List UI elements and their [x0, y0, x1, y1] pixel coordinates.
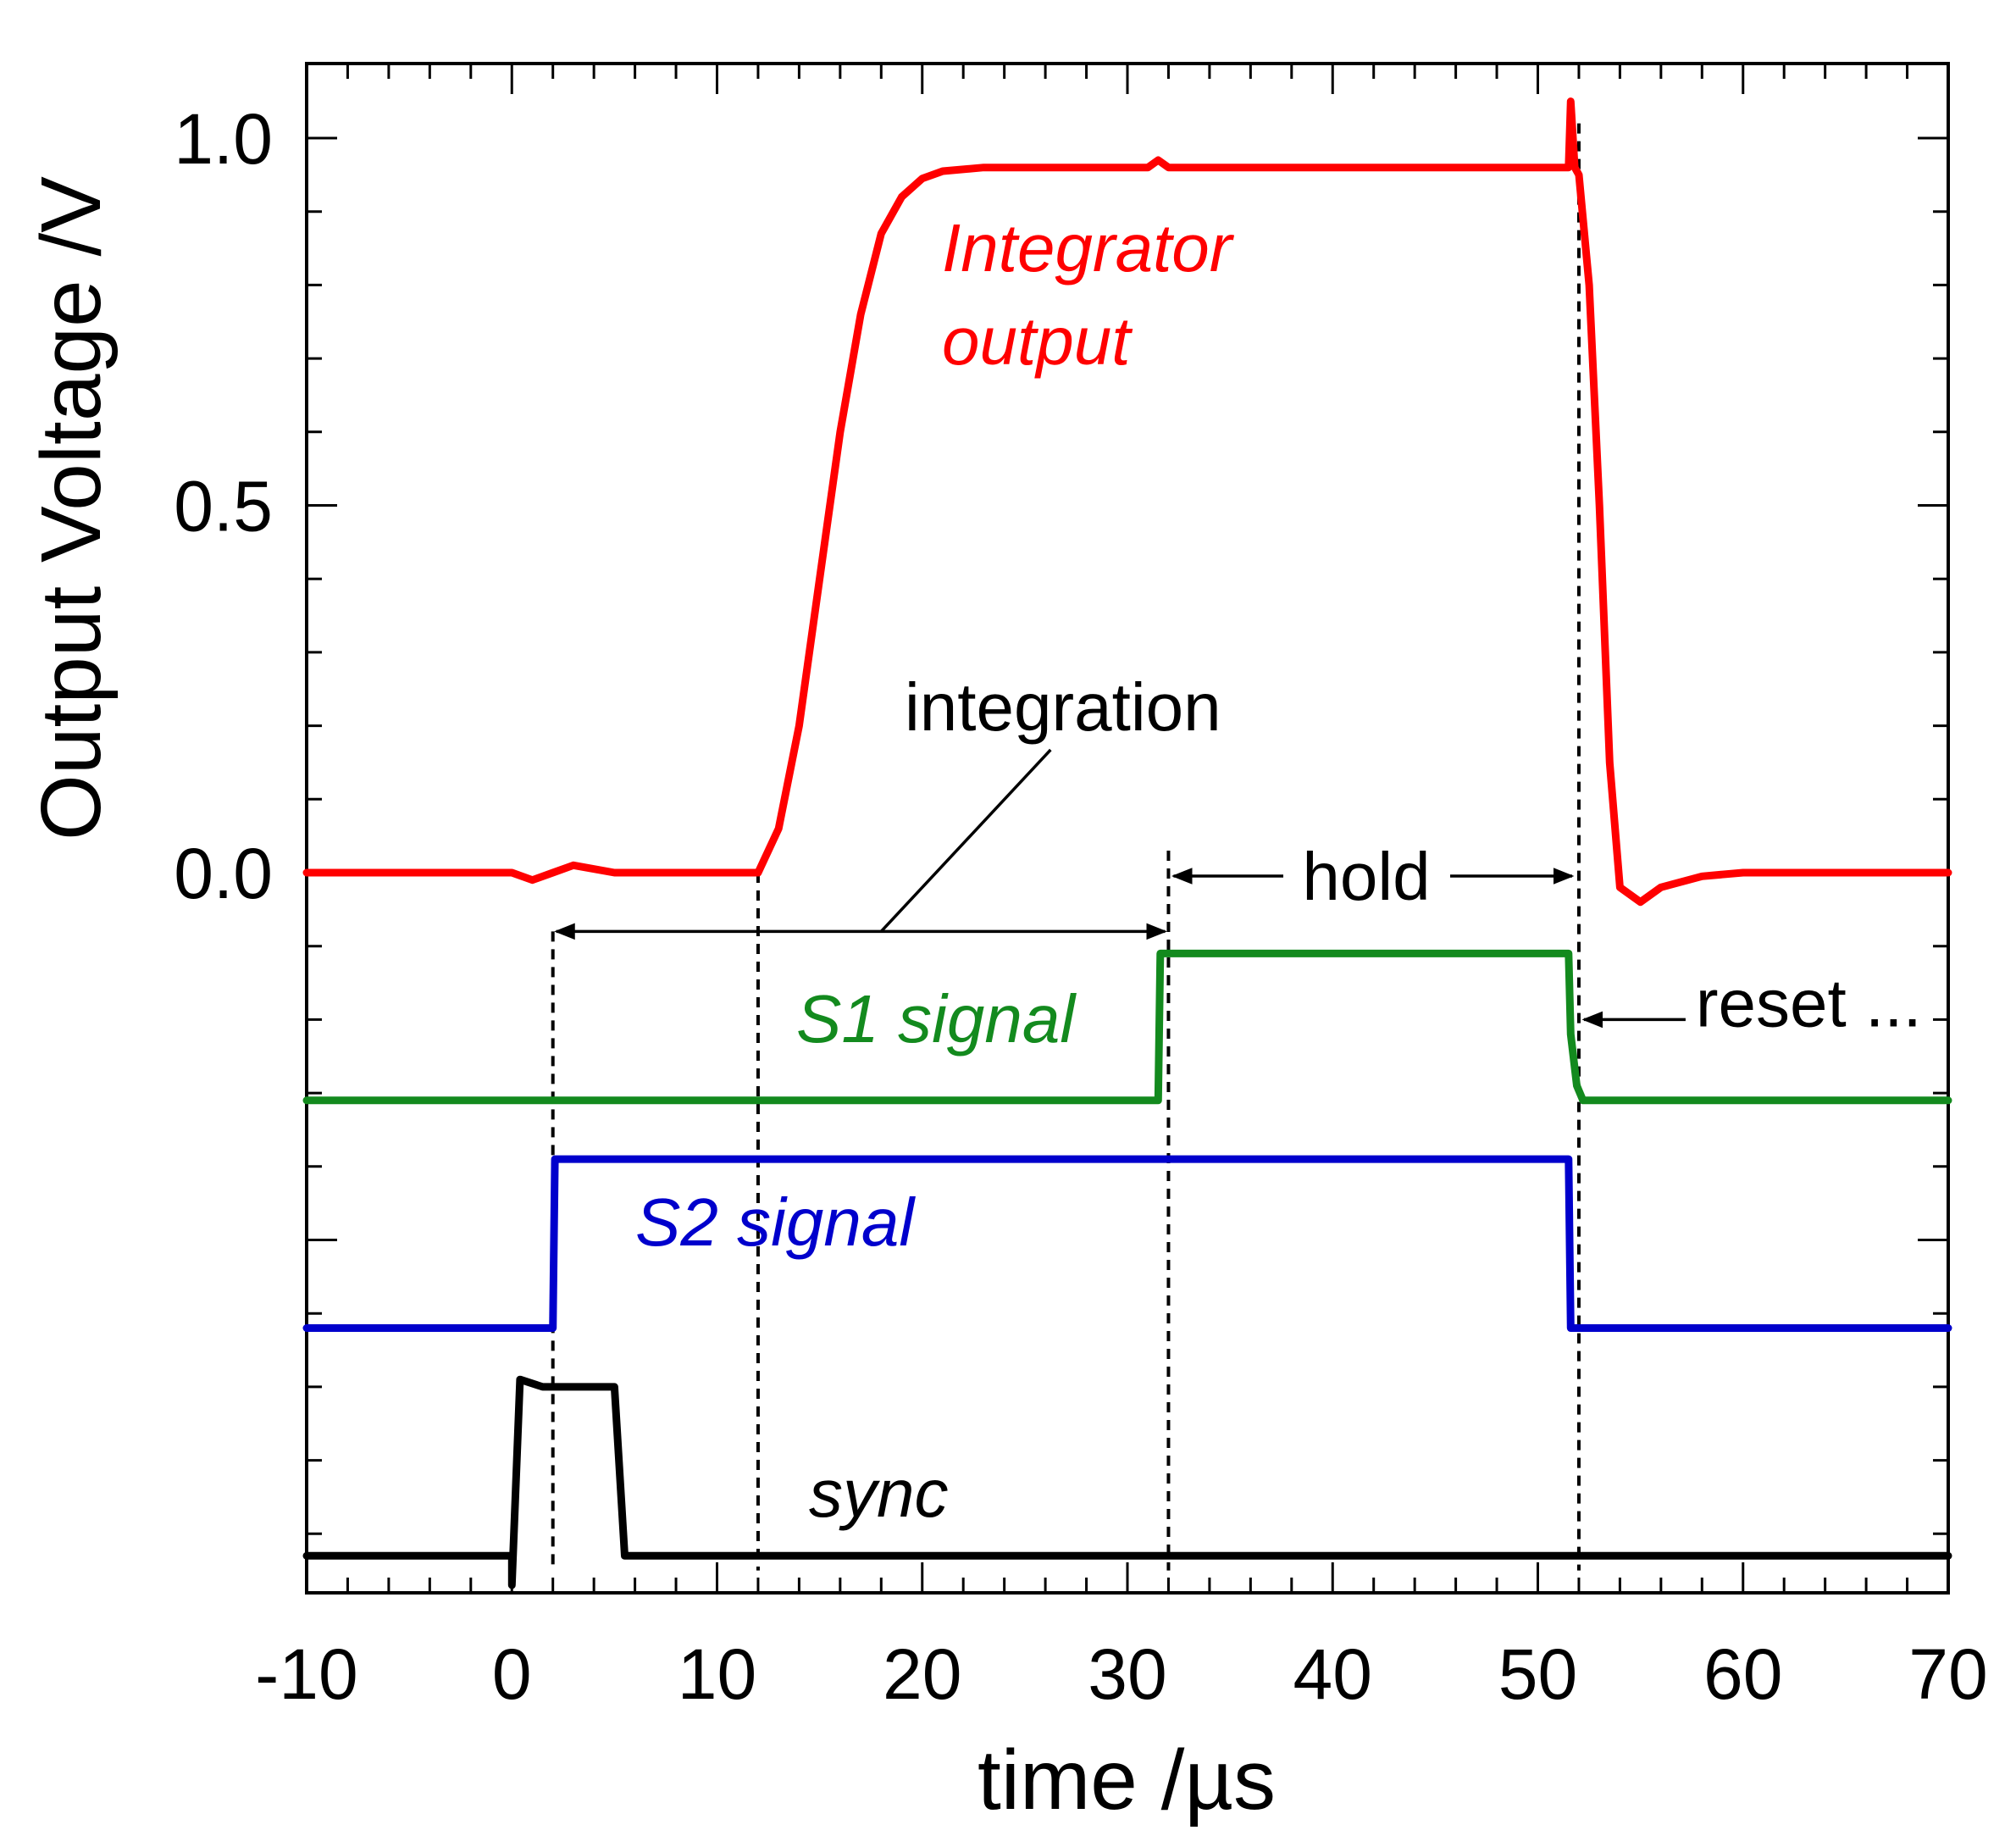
x-axis-title: time /µs: [978, 1733, 1276, 1828]
series-lines: [302, 97, 1952, 1589]
label-integrator-line1: Integrator: [942, 210, 1235, 286]
integration-leader-line: [880, 748, 1052, 933]
annotations: Integrator output S1 signal S2 signal sync in…: [554, 210, 1922, 1531]
label-s1-signal: S1 signal: [796, 981, 1077, 1057]
series-line-sync: [302, 1375, 1952, 1589]
marker-lines: [551, 123, 1581, 1571]
x-tick-labels: -10 0 10 20 30 40 50 60 70: [255, 1634, 1987, 1714]
label-sync: sync: [809, 1456, 949, 1531]
x-tick-label: 70: [1908, 1634, 1987, 1714]
x-tick-label: 10: [678, 1634, 756, 1714]
reset-label: reset ...: [1696, 965, 1922, 1040]
series-line-s1: [302, 949, 1952, 1105]
y-tick-label: 0.5: [174, 467, 273, 546]
series-line-integrator: [302, 97, 1952, 907]
y-tick-label: 0.0: [174, 834, 273, 913]
y-tick-label: 1.0: [174, 99, 273, 179]
x-tick-label: -10: [255, 1634, 357, 1714]
x-tick-label: 30: [1088, 1634, 1166, 1714]
x-tick-label: 40: [1293, 1634, 1372, 1714]
series-line-s2: [302, 1155, 1952, 1332]
y-axis-title: Output Voltage /V: [24, 176, 119, 840]
x-tick-label: 50: [1498, 1634, 1577, 1714]
label-integrator-line2: output: [942, 303, 1133, 379]
integration-label: integration: [905, 669, 1221, 745]
x-tick-label: 60: [1703, 1634, 1782, 1714]
x-tick-label: 20: [883, 1634, 961, 1714]
y-tick-labels: 0.0 0.5 1.0: [174, 99, 273, 913]
hold-label: hold: [1302, 839, 1430, 914]
x-tick-label: 0: [492, 1634, 532, 1714]
label-s2-signal: S2 signal: [635, 1184, 916, 1260]
